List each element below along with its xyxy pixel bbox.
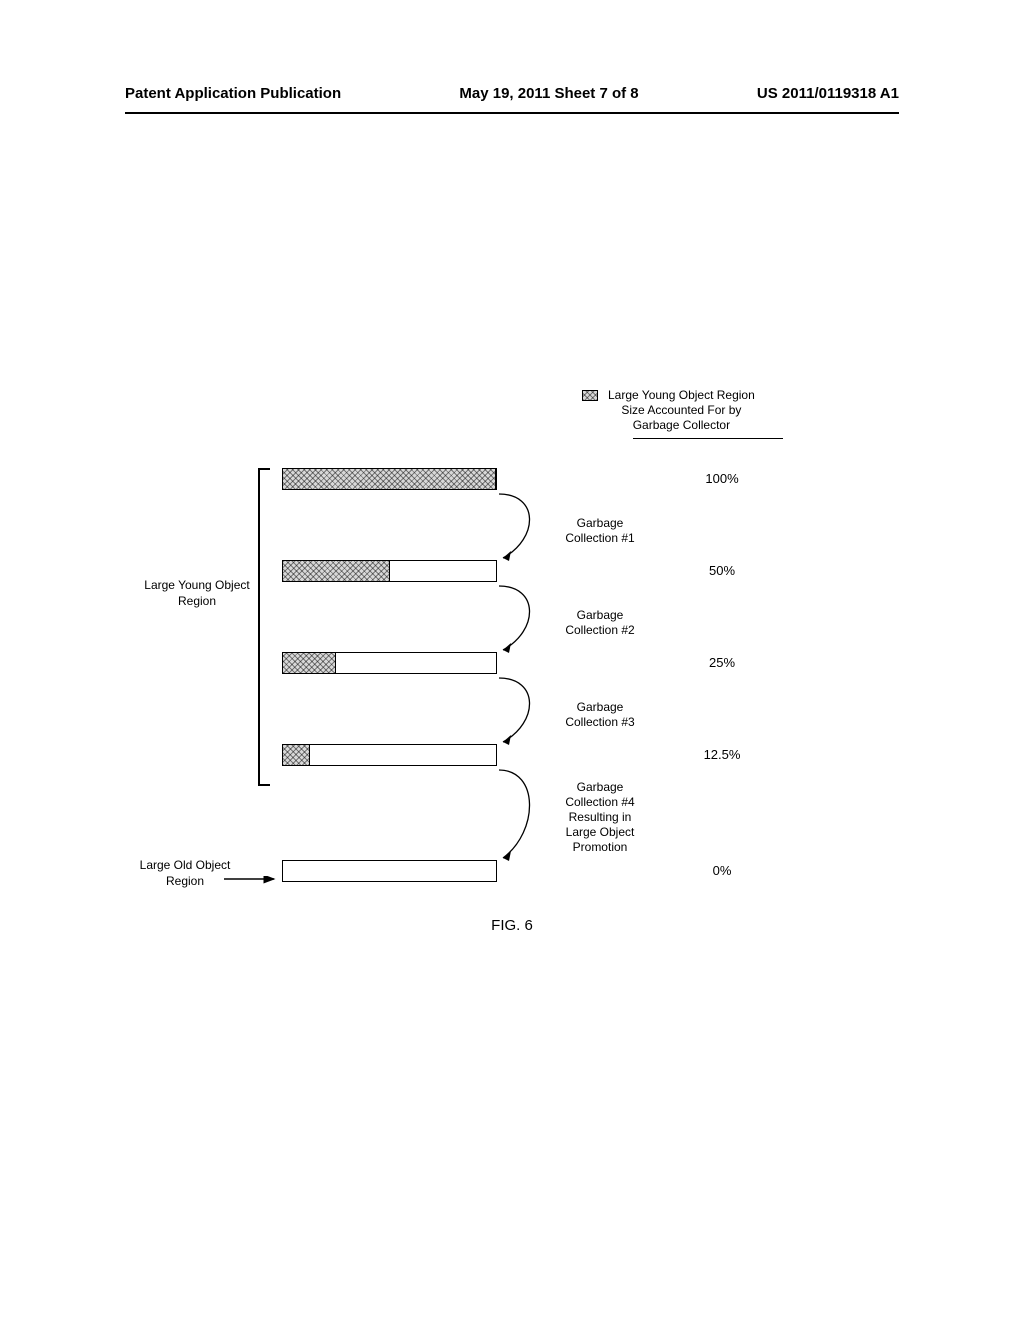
memory-bar-4	[282, 860, 497, 882]
pct-label-4: 0%	[692, 863, 752, 878]
gc-flow-2: Garbage Collection #3	[497, 676, 557, 753]
gc-flow-0: Garbage Collection #1	[497, 492, 557, 569]
legend-swatch	[582, 390, 598, 401]
gc-flow-3: Garbage Collection #4 Resulting in Large…	[497, 768, 557, 869]
pct-label-2: 25%	[692, 655, 752, 670]
gc-flow-label-2: Garbage Collection #3	[545, 700, 655, 730]
legend-text: Large Young Object Region Size Accounted…	[608, 388, 755, 433]
memory-bar-fill-3	[283, 745, 310, 765]
gc-flow-label-0: Garbage Collection #1	[545, 516, 655, 546]
young-region-bracket	[258, 468, 270, 786]
header-rule	[125, 112, 899, 114]
gc-flow-1: Garbage Collection #2	[497, 584, 557, 661]
header-center: May 19, 2011 Sheet 7 of 8	[459, 85, 638, 102]
memory-bar-0	[282, 468, 497, 490]
memory-bar-3	[282, 744, 497, 766]
page: Patent Application Publication May 19, 2…	[0, 0, 1024, 1320]
memory-bar-fill-0	[283, 469, 496, 489]
pct-label-1: 50%	[692, 563, 752, 578]
pct-label-3: 12.5%	[692, 747, 752, 762]
memory-bar-fill-2	[283, 653, 336, 673]
figure-caption: FIG. 6	[0, 917, 1024, 934]
legend-underline	[633, 438, 783, 439]
legend: Large Young Object Region Size Accounted…	[582, 388, 755, 433]
header-right: US 2011/0119318 A1	[757, 85, 899, 102]
gc-flow-label-1: Garbage Collection #2	[545, 608, 655, 638]
old-region-arrow	[224, 871, 282, 889]
young-region-label: Large Young Object Region	[142, 578, 252, 609]
memory-bar-fill-1	[283, 561, 390, 581]
header-left: Patent Application Publication	[125, 85, 341, 102]
memory-bar-1	[282, 560, 497, 582]
pct-label-0: 100%	[692, 471, 752, 486]
gc-flow-label-3: Garbage Collection #4 Resulting in Large…	[545, 780, 655, 855]
page-header: Patent Application Publication May 19, 2…	[125, 85, 899, 102]
memory-bar-2	[282, 652, 497, 674]
